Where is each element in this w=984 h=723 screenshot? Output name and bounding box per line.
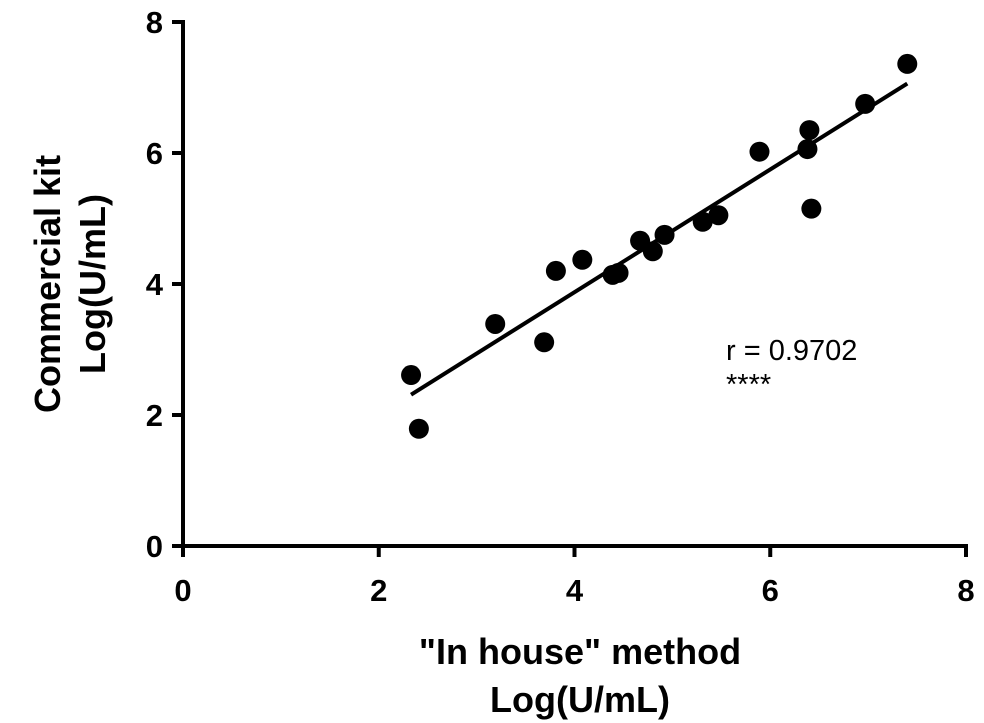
point xyxy=(799,120,820,141)
point xyxy=(801,198,822,219)
y-axis-label: Commercial kit xyxy=(27,155,68,413)
point xyxy=(572,249,593,270)
point xyxy=(485,313,506,334)
y-tick-label: 2 xyxy=(146,398,163,433)
point xyxy=(534,332,555,353)
y-tick-label: 0 xyxy=(146,529,163,564)
x-axis-label: Log(U/mL) xyxy=(490,679,670,720)
x-tick-label: 6 xyxy=(762,573,779,608)
y-axis-label: Log(U/mL) xyxy=(72,194,113,374)
y-tick-label: 8 xyxy=(146,5,163,40)
y-tick-label: 6 xyxy=(146,136,163,171)
point xyxy=(692,211,713,232)
point xyxy=(545,260,566,281)
y-tick-label: 4 xyxy=(146,267,164,302)
point xyxy=(608,262,629,283)
x-tick-label: 8 xyxy=(957,573,974,608)
annotation: r = 0.9702 xyxy=(726,335,857,367)
x-tick-label: 4 xyxy=(566,573,584,608)
point xyxy=(855,93,876,114)
point xyxy=(708,205,729,226)
point xyxy=(654,224,675,245)
point xyxy=(408,418,429,439)
point xyxy=(797,139,818,160)
point xyxy=(897,53,918,74)
point xyxy=(401,365,422,386)
x-tick-label: 2 xyxy=(370,573,387,608)
x-axis-label: "In house" method xyxy=(419,631,741,672)
annotation: **** xyxy=(726,369,771,401)
x-tick-label: 0 xyxy=(174,573,191,608)
point xyxy=(642,241,663,262)
point xyxy=(749,141,770,162)
